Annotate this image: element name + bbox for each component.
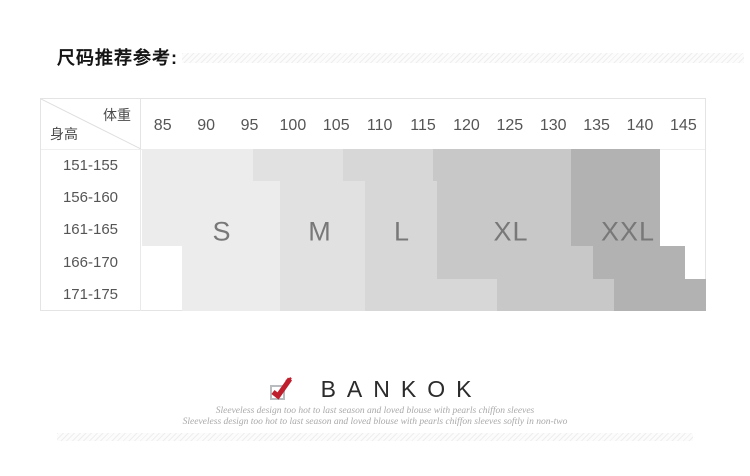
weight-header-115: 115 (410, 116, 436, 134)
size-label-l: L (393, 216, 411, 247)
tagline-line-1: Sleeveless design too hot to last season… (215, 406, 535, 416)
size-region-m-156-160 (280, 181, 365, 214)
page-title: 尺码推荐参考: (57, 48, 178, 68)
size-region-xl-151-155 (433, 149, 571, 182)
weight-axis-label: 体重 (103, 107, 131, 123)
tagline-line-2: Sleeveless design too hot to last season… (182, 417, 568, 427)
size-region-xxl-161-165 (571, 213, 660, 247)
size-region-m-166-170 (280, 246, 365, 279)
size-region-xxl-166-170 (593, 246, 685, 279)
corner-cell: 体重 身高 (41, 99, 141, 149)
weight-header-125: 125 (496, 116, 524, 134)
size-region-l-151-155 (343, 149, 433, 182)
size-region-m-171-175 (280, 278, 365, 311)
size-region-s-151-155 (142, 149, 253, 182)
weight-header-110: 110 (366, 116, 393, 134)
size-label-xxl: XXL (600, 216, 656, 247)
size-region-l-156-160 (365, 181, 437, 214)
size-table: 体重 身高 85 90 95 100 105 110 115 120 125 130 135 140 1… (40, 98, 706, 311)
size-region-m-161-165 (280, 213, 365, 247)
size-region-s-166-170 (182, 246, 280, 279)
diagonal-divider (41, 99, 141, 149)
weight-header-145: 145 (670, 116, 697, 134)
height-label-151-155: 151-155 (62, 156, 119, 174)
checkbox-check-icon (269, 377, 292, 400)
size-region-xl-156-160 (437, 181, 571, 214)
weight-header-140: 140 (626, 116, 654, 134)
brand-name: BANKOK (320, 376, 483, 402)
weight-header-130: 130 (539, 116, 567, 134)
size-label-xl: XL (493, 216, 529, 247)
size-region-s-156-160 (142, 181, 280, 214)
title-divider-hatch (182, 53, 744, 63)
size-region-l-166-170 (365, 246, 437, 279)
height-label-166-170: 166-170 (62, 253, 119, 271)
size-region-grid: S M L XL XXL (142, 149, 706, 311)
weight-header-135: 135 (583, 116, 610, 134)
bottom-divider-hatch (57, 433, 693, 441)
height-label-column: 151-155 156-160 161-165 166-170 171-175 (41, 149, 141, 311)
height-axis-label: 身高 (50, 126, 78, 142)
size-region-m-151-155 (253, 149, 343, 182)
weight-header-120: 120 (453, 116, 480, 134)
weight-header-95: 95 (240, 116, 259, 134)
height-label-156-160: 156-160 (62, 189, 119, 207)
table-body: 151-155 156-160 161-165 166-170 171-175 S M L X… (41, 149, 706, 311)
size-region-xl-166-170 (437, 246, 593, 279)
weight-header-105: 105 (322, 116, 350, 134)
size-region-s-171-175 (182, 278, 280, 311)
height-label-171-175: 171-175 (62, 286, 119, 304)
size-region-xl-171-175 (497, 278, 614, 311)
table-header-row: 体重 身高 85 90 95 100 105 110 115 120 125 130 135 140 1… (41, 99, 705, 150)
size-label-m: M (308, 216, 332, 247)
title-row: 尺码推荐参考: (57, 45, 744, 69)
size-region-s-161-165 (142, 213, 280, 247)
size-label-s: S (212, 216, 232, 247)
weight-header-cells: 85 90 95 100 105 110 115 120 125 130 135 140 145 (141, 99, 705, 149)
size-region-xxl-156-160 (571, 181, 660, 214)
size-region-l-171-175 (365, 278, 497, 311)
weight-header-90: 90 (197, 116, 215, 134)
height-label-161-165: 161-165 (62, 221, 119, 239)
size-region-l-161-165 (365, 213, 437, 247)
weight-header-85: 85 (153, 116, 172, 134)
weight-header-100: 100 (279, 116, 307, 134)
size-region-xxl-171-175 (614, 278, 706, 311)
size-region-xl-161-165 (437, 213, 571, 247)
size-region-xxl-151-155 (571, 149, 660, 182)
brand-logo-row: BANKOK (0, 375, 750, 404)
